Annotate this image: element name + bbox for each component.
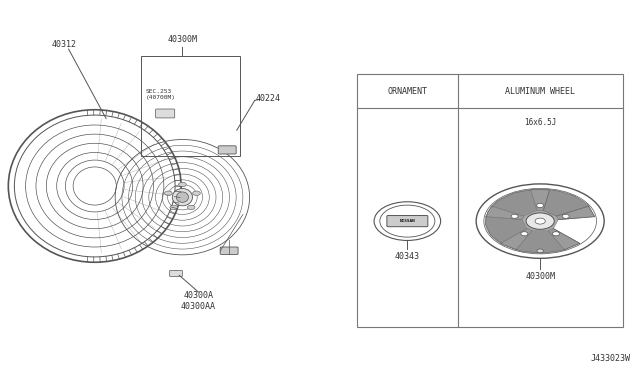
Text: NISSAN: NISSAN <box>399 219 415 223</box>
Ellipse shape <box>177 192 188 202</box>
FancyBboxPatch shape <box>220 247 238 254</box>
Circle shape <box>179 182 186 187</box>
Text: SEC.253
(40700M): SEC.253 (40700M) <box>146 89 176 100</box>
Polygon shape <box>516 231 564 253</box>
Text: 40300M: 40300M <box>525 272 555 280</box>
Circle shape <box>193 191 200 195</box>
FancyBboxPatch shape <box>387 215 428 227</box>
Text: ORNAMENT: ORNAMENT <box>387 87 428 96</box>
FancyBboxPatch shape <box>156 109 175 118</box>
Polygon shape <box>531 190 550 211</box>
Circle shape <box>521 232 528 236</box>
Circle shape <box>562 214 569 218</box>
Circle shape <box>526 213 554 229</box>
Polygon shape <box>556 206 595 219</box>
Circle shape <box>537 203 544 208</box>
Polygon shape <box>492 190 537 216</box>
FancyBboxPatch shape <box>218 146 236 154</box>
Circle shape <box>170 205 177 210</box>
Polygon shape <box>485 189 595 253</box>
Text: 40300A: 40300A <box>184 291 213 300</box>
Circle shape <box>552 232 559 236</box>
Text: J433023W: J433023W <box>590 354 630 363</box>
Text: 40300AA: 40300AA <box>181 302 216 311</box>
Circle shape <box>188 205 195 210</box>
Ellipse shape <box>172 189 193 206</box>
Circle shape <box>535 218 545 224</box>
Bar <box>357 74 623 327</box>
Polygon shape <box>548 228 580 250</box>
Circle shape <box>511 214 518 218</box>
Text: ALUMINUM WHEEL: ALUMINUM WHEEL <box>505 87 575 96</box>
FancyBboxPatch shape <box>170 270 182 276</box>
Polygon shape <box>500 228 532 250</box>
Polygon shape <box>486 206 524 219</box>
Text: 40224: 40224 <box>256 94 281 103</box>
Circle shape <box>164 191 172 195</box>
Polygon shape <box>485 217 527 243</box>
Text: 40343: 40343 <box>395 252 420 261</box>
Text: 16x6.5J: 16x6.5J <box>524 118 556 126</box>
Text: 40312: 40312 <box>51 40 77 49</box>
Polygon shape <box>543 190 589 216</box>
Bar <box>141 56 240 156</box>
Text: 40300M: 40300M <box>168 35 197 44</box>
Circle shape <box>537 249 543 253</box>
